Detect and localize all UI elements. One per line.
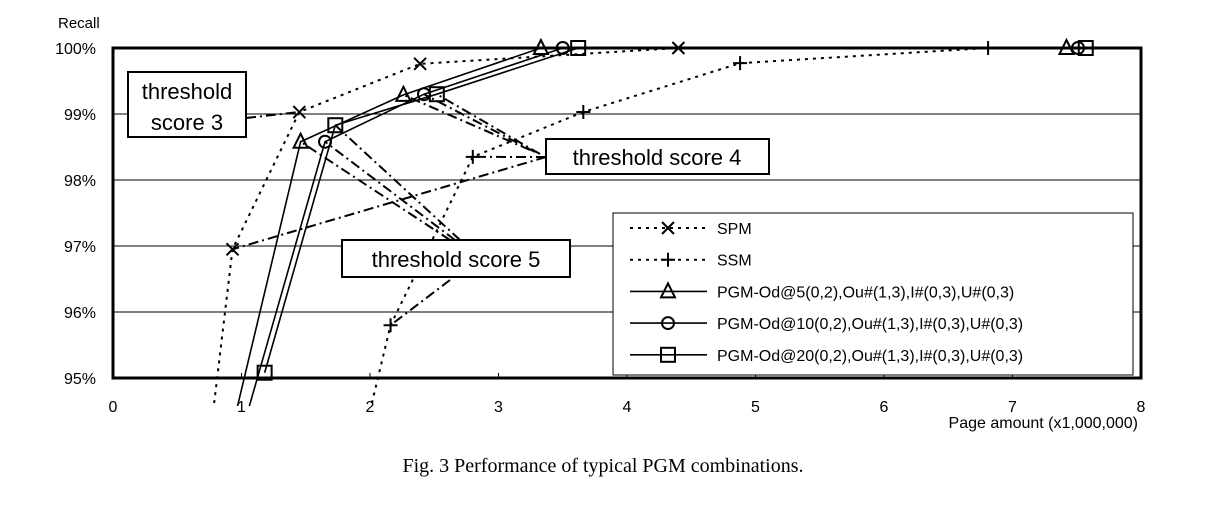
- annotation-label: threshold score 5: [372, 247, 541, 272]
- annotation-threshold-3: threshold score 3: [128, 72, 246, 137]
- y-tick-label: 96%: [64, 305, 96, 322]
- y-tick-label: 97%: [64, 239, 96, 256]
- legend: SPM SSM PGM-Od@5(0,2),Ou#(1,3),I#(0,3),U#(…: [613, 213, 1133, 375]
- annotation-arrow: [403, 95, 530, 150]
- annotation-arrow: [437, 94, 540, 154]
- annotation-arrow: [335, 125, 460, 240]
- legend-label: PGM-Od@10(0,2),Ou#(1,3),I#(0,3),U#(0,3): [717, 316, 1023, 333]
- y-tick-label: 95%: [64, 371, 96, 388]
- x-tick-label: 1: [237, 399, 246, 416]
- x-tick-label: 7: [1008, 399, 1017, 416]
- annotation-arrow: [246, 112, 299, 118]
- data-point: [576, 105, 590, 119]
- x-tick-label: 8: [1137, 399, 1146, 416]
- annotation-label: threshold score 4: [573, 145, 742, 170]
- annotation-label: threshold: [142, 79, 233, 104]
- x-axis-label: Page amount (x1,000,000): [949, 415, 1138, 432]
- data-point: [227, 243, 239, 255]
- annotation-arrow: [325, 142, 455, 240]
- annotation-threshold-5: threshold score 5: [342, 240, 570, 277]
- x-tick-label: 4: [623, 399, 632, 416]
- annotation-arrow: [233, 157, 546, 249]
- x-tick-label: 6: [880, 399, 889, 416]
- annotation-arrow: [391, 280, 450, 325]
- annotation-label: score 3: [151, 110, 223, 135]
- legend-label: PGM-Od@5(0,2),Ou#(1,3),I#(0,3),U#(0,3): [717, 284, 1014, 301]
- annotation-arrow: [424, 94, 535, 152]
- data-point: [294, 134, 308, 148]
- legend-label: SPM: [717, 221, 752, 238]
- x-tick-label: 3: [494, 399, 503, 416]
- data-point: [733, 56, 747, 70]
- legend-label: SSM: [717, 253, 752, 270]
- y-tick-label: 98%: [64, 173, 96, 190]
- y-axis-label: Recall: [58, 15, 100, 32]
- x-tick-label: 0: [109, 399, 118, 416]
- series-line: [213, 48, 678, 411]
- y-tick-label: 100%: [55, 41, 96, 58]
- annotation-threshold-4: threshold score 4: [546, 139, 769, 174]
- y-tick-label: 99%: [64, 107, 96, 124]
- figure-caption: Fig. 3 Performance of typical PGM combin…: [402, 455, 803, 477]
- x-tick-label: 5: [751, 399, 760, 416]
- legend-label: PGM-Od@20(0,2),Ou#(1,3),I#(0,3),U#(0,3): [717, 348, 1023, 365]
- x-tick-label: 2: [366, 399, 375, 416]
